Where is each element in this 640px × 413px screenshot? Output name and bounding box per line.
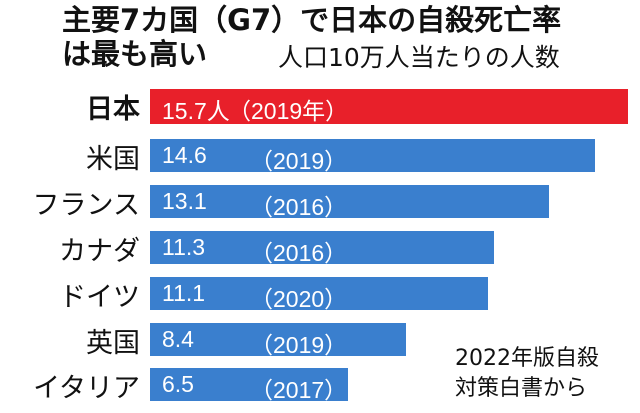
bar-0 — [150, 89, 629, 124]
category-label: フランス — [32, 190, 140, 221]
bar-5 — [150, 323, 406, 356]
chart-subtitle: 人口10万人当たりの人数 — [278, 43, 560, 72]
category-label: 英国 — [86, 328, 140, 359]
value-label: 15.7人 — [162, 98, 230, 124]
bar-4 — [150, 277, 488, 310]
value-label: 13.1 — [162, 188, 207, 214]
category-label: カナダ — [59, 236, 140, 267]
source-line1: 2022年版自殺 — [455, 346, 599, 371]
category-label: ドイツ — [59, 282, 140, 313]
value-label: 8.4 — [162, 326, 194, 352]
bar-6 — [150, 368, 348, 401]
chart-title-line1: 主要7カ国（G7）で日本の自殺死亡率 — [62, 3, 562, 37]
category-label: 米国 — [86, 144, 140, 175]
year-label: （2017） — [250, 377, 348, 403]
source-line2: 対策白書から — [455, 376, 588, 401]
value-label: 6.5 — [162, 371, 194, 397]
year-label: （2016） — [250, 194, 348, 220]
bar-3 — [150, 231, 495, 264]
category-label: イタリア — [33, 373, 140, 404]
chart-title-line2: は最も高い — [62, 37, 208, 71]
value-label: 14.6 — [162, 142, 207, 168]
bar-2 — [150, 185, 549, 218]
category-label: 日本 — [86, 94, 140, 125]
year-label: （2020） — [250, 286, 348, 312]
year-label: （2019年） — [228, 98, 349, 124]
value-label: 11.3 — [162, 234, 206, 260]
year-label: （2016） — [250, 240, 348, 266]
bar-1 — [150, 139, 595, 172]
value-label: 11.1 — [162, 280, 206, 306]
year-label: （2019） — [250, 332, 348, 358]
year-label: （2019） — [250, 148, 348, 174]
